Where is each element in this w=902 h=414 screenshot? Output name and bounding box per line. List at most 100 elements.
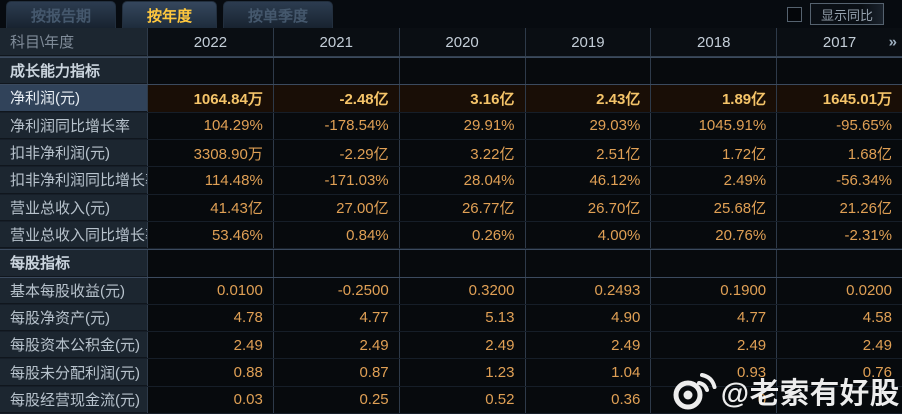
tab-by-report-period[interactable]: 按报告期 [6,1,117,28]
value-cell: 1.68亿 [776,139,902,167]
table-row: 基本每股收益(元) 0.0100 -0.2500 0.3200 0.2493 0… [0,277,902,305]
value-cell: 4.00% [524,221,651,249]
row-label: 净利润(元) [0,85,147,112]
table-row: 每股资本公积金(元) 2.49 2.49 2.49 2.49 2.49 2.49 [0,332,902,360]
value-cell: -95.65% [776,112,902,139]
value-cell: 2.51亿 [524,139,651,167]
value-cell: 4.78 [147,304,273,332]
value-cell: -2.29亿 [272,139,399,167]
tab-by-quarter[interactable]: 按单季度 [223,1,334,28]
value-cell: 2.49 [650,332,777,359]
more-years-icon[interactable]: » [888,33,897,51]
row-label: 扣非净利润同比增长率 [0,167,147,194]
value-cell: 4.77 [272,304,399,332]
row-label: 每股资本公积金(元) [0,332,147,359]
value-cell: 0.36 [524,386,651,414]
value-cell: 1.23 [398,359,525,386]
value-cell: 1.04 [524,359,651,386]
value-cell: 0.26% [398,221,525,249]
table-row: 扣非净利润同比增长率 114.48% -171.03% 28.04% 46.12… [0,167,902,195]
value-cell: 3308.90万 [147,139,273,167]
value-cell: 0.76 [776,359,902,386]
value-cell: 4.58 [776,304,902,332]
value-cell: 3.16亿 [398,85,525,112]
value-cell: 1645.01万 [776,85,902,112]
value-cell [398,58,525,85]
table-header-row: 科目\年度 2022 2021 2020 2019 2018 2017 » [0,28,902,57]
table-row: 每股净资产(元) 4.78 4.77 5.13 4.90 4.77 4.58 [0,304,902,333]
value-cell: -2.31% [776,221,902,249]
value-cell: 0.93 [650,359,777,386]
table-row: 营业总收入同比增长率 53.46% 0.84% 0.26% 4.00% 20.7… [0,221,902,250]
show-yoy-toggle[interactable]: 显示同比 [809,3,884,25]
value-cell [524,250,651,277]
value-cell: 0 [650,386,777,414]
value-cell: 1064.84万 [147,85,273,112]
value-cell: -171.03% [272,167,399,194]
value-cell: 28.04% [398,167,525,194]
tab-label: 按年度 [147,7,193,25]
value-cell: 26.77亿 [398,194,525,221]
row-label: 每股净资产(元) [0,304,147,332]
value-cell [650,58,777,85]
value-cell [524,58,651,85]
value-cell: 2.49 [272,332,399,359]
value-cell: 29.03% [524,112,651,139]
row-label: 营业总收入(元) [0,194,147,221]
value-cell: 21.26亿 [776,194,902,221]
row-label: 扣非净利润(元) [0,139,147,167]
value-cell: 0.03 [147,386,273,414]
value-cell: 2.49 [398,332,525,359]
value-cell [272,58,399,85]
row-label: 每股未分配利润(元) [0,359,147,386]
row-label: 成长能力指标 [0,58,147,85]
value-cell: 26.70亿 [524,194,651,221]
tab-label: 按单季度 [248,7,309,25]
value-cell: 0.2493 [524,277,651,304]
value-cell: 4.90 [524,304,651,332]
value-cell: 4.77 [650,304,777,332]
value-cell: 0.88 [147,359,273,386]
value-cell: 41.43亿 [147,194,273,221]
corner-header-cell: 科目\年度 [0,28,147,56]
value-cell: 1.89亿 [650,85,777,112]
value-cell: 27.00亿 [272,194,399,221]
show-yoy-checkbox[interactable] [786,7,802,22]
table-row: 每股经营现金流(元) 0.03 0.25 0.52 0.36 0 [0,386,902,414]
tab-by-year[interactable]: 按年度 [122,1,218,28]
year-header-2020: 2020 [398,28,525,56]
value-cell: 0.84% [272,221,399,249]
table-row: 每股指标 [0,249,902,278]
value-cell: 2.43亿 [524,85,651,112]
value-cell: 2.49 [147,332,273,359]
value-cell: -2.48亿 [272,85,399,112]
row-label: 营业总收入同比增长率 [0,221,147,249]
value-cell: -0.2500 [272,277,399,304]
value-cell [776,58,902,85]
year-header-2018: 2018 [650,28,777,56]
table-row: 每股未分配利润(元) 0.88 0.87 1.23 1.04 0.93 0.76 [0,359,902,387]
show-yoy-label: 显示同比 [820,7,873,23]
value-cell [650,250,777,277]
tab-label: 按报告期 [31,7,92,25]
value-cell: -56.34% [776,167,902,194]
value-cell: 2.49% [650,167,777,194]
year-header-2021: 2021 [272,28,399,56]
table-row: 营业总收入(元) 41.43亿 27.00亿 26.77亿 26.70亿 25.… [0,194,902,222]
value-cell: 1045.91% [650,112,777,139]
value-cell: 0.0100 [147,277,273,304]
value-cell: 29.91% [398,112,525,139]
value-cell: 104.29% [147,112,273,139]
period-tabbar: 按报告期 按年度 按单季度 显示同比 [0,0,902,28]
row-label: 净利润同比增长率 [0,112,147,139]
value-cell: 2.49 [776,332,902,359]
value-cell [272,250,399,277]
year-header-label: 2017 [822,33,857,51]
value-cell: -178.54% [272,112,399,139]
value-cell: 114.48% [147,167,273,194]
row-label: 基本每股收益(元) [0,277,147,304]
value-cell: 0.52 [398,386,525,414]
value-cell: 0.87 [272,359,399,386]
year-header-2019: 2019 [524,28,651,56]
